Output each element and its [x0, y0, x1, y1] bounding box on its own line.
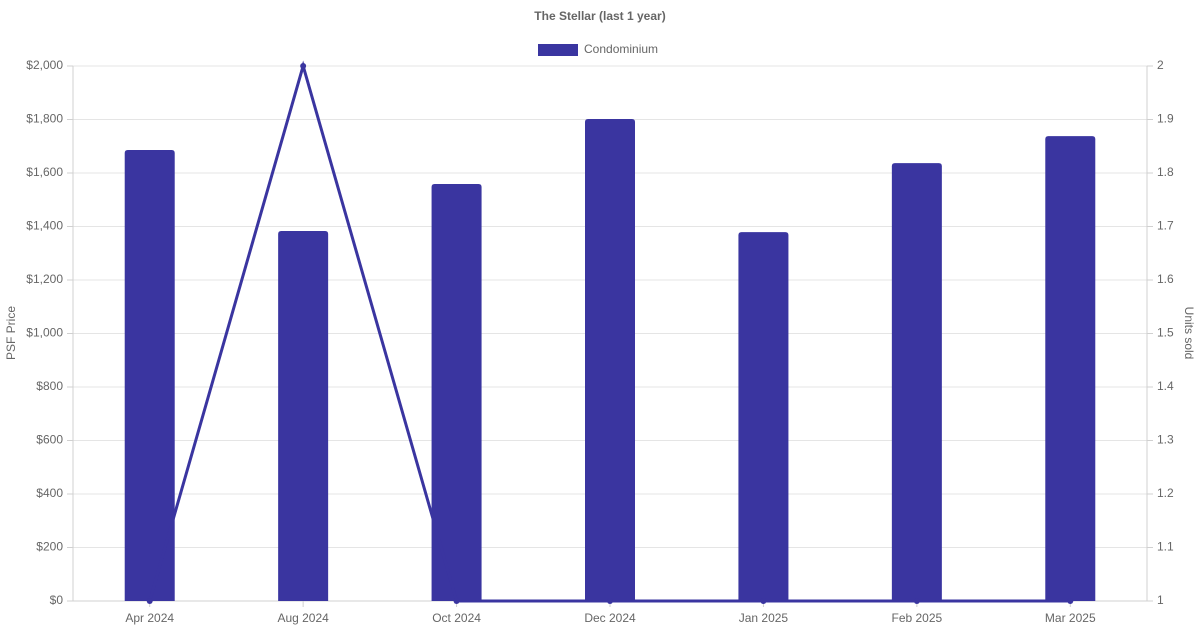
y-tick-label: $2,000	[26, 58, 63, 72]
line-point	[146, 598, 153, 604]
x-tick-label: Jan 2025	[739, 611, 789, 625]
bar	[278, 231, 329, 602]
y2-tick-label: 1.3	[1157, 433, 1174, 447]
y-tick-label: $800	[36, 379, 63, 393]
bar	[738, 232, 789, 601]
bar	[891, 163, 942, 602]
y2-tick-label: 1.5	[1157, 326, 1174, 340]
y2-tick-label: 1.1	[1157, 540, 1174, 554]
line-point	[913, 598, 920, 604]
bar	[1045, 136, 1096, 601]
bar	[431, 183, 482, 601]
y-tick-label: $200	[36, 540, 63, 554]
y-tick-label: $1,800	[26, 112, 63, 126]
y-tick-label: $0	[50, 593, 64, 607]
bar	[124, 149, 175, 601]
y2-tick-label: 1.2	[1157, 486, 1174, 500]
x-tick-label: Apr 2024	[125, 611, 174, 625]
y2-tick-label: 1.8	[1157, 165, 1174, 179]
line-point	[300, 63, 307, 69]
y2-tick-label: 1	[1157, 593, 1164, 607]
y-tick-label: $600	[36, 433, 63, 447]
y2-tick-label: 1.7	[1157, 219, 1174, 233]
bar	[585, 118, 635, 601]
x-tick-label: Aug 2024	[277, 611, 329, 625]
line-point	[760, 598, 767, 604]
x-tick-label: Dec 2024	[584, 611, 636, 625]
x-tick-label: Feb 2025	[891, 611, 942, 625]
x-tick-label: Mar 2025	[1045, 611, 1096, 625]
y-tick-label: $1,200	[26, 272, 63, 286]
line-point	[1067, 598, 1074, 604]
line-point	[453, 598, 460, 604]
y-tick-label: $1,600	[26, 165, 63, 179]
y2-tick-label: 1.6	[1157, 272, 1174, 286]
x-tick-label: Oct 2024	[432, 611, 481, 625]
y2-axis-title: Units sold	[1182, 307, 1196, 360]
y2-tick-label: 2	[1157, 58, 1164, 72]
y2-tick-label: 1.9	[1157, 112, 1174, 126]
y-axis-title: PSF Price	[4, 306, 18, 360]
y-tick-label: $1,000	[26, 326, 63, 340]
legend-label: Condominium	[584, 42, 658, 56]
y-tick-label: $400	[36, 486, 63, 500]
y2-tick-label: 1.4	[1157, 379, 1174, 393]
line-point	[607, 598, 613, 604]
chart-title: The Stellar (last 1 year)	[534, 9, 665, 23]
y-tick-label: $1,400	[26, 219, 63, 233]
legend-swatch	[538, 44, 578, 56]
